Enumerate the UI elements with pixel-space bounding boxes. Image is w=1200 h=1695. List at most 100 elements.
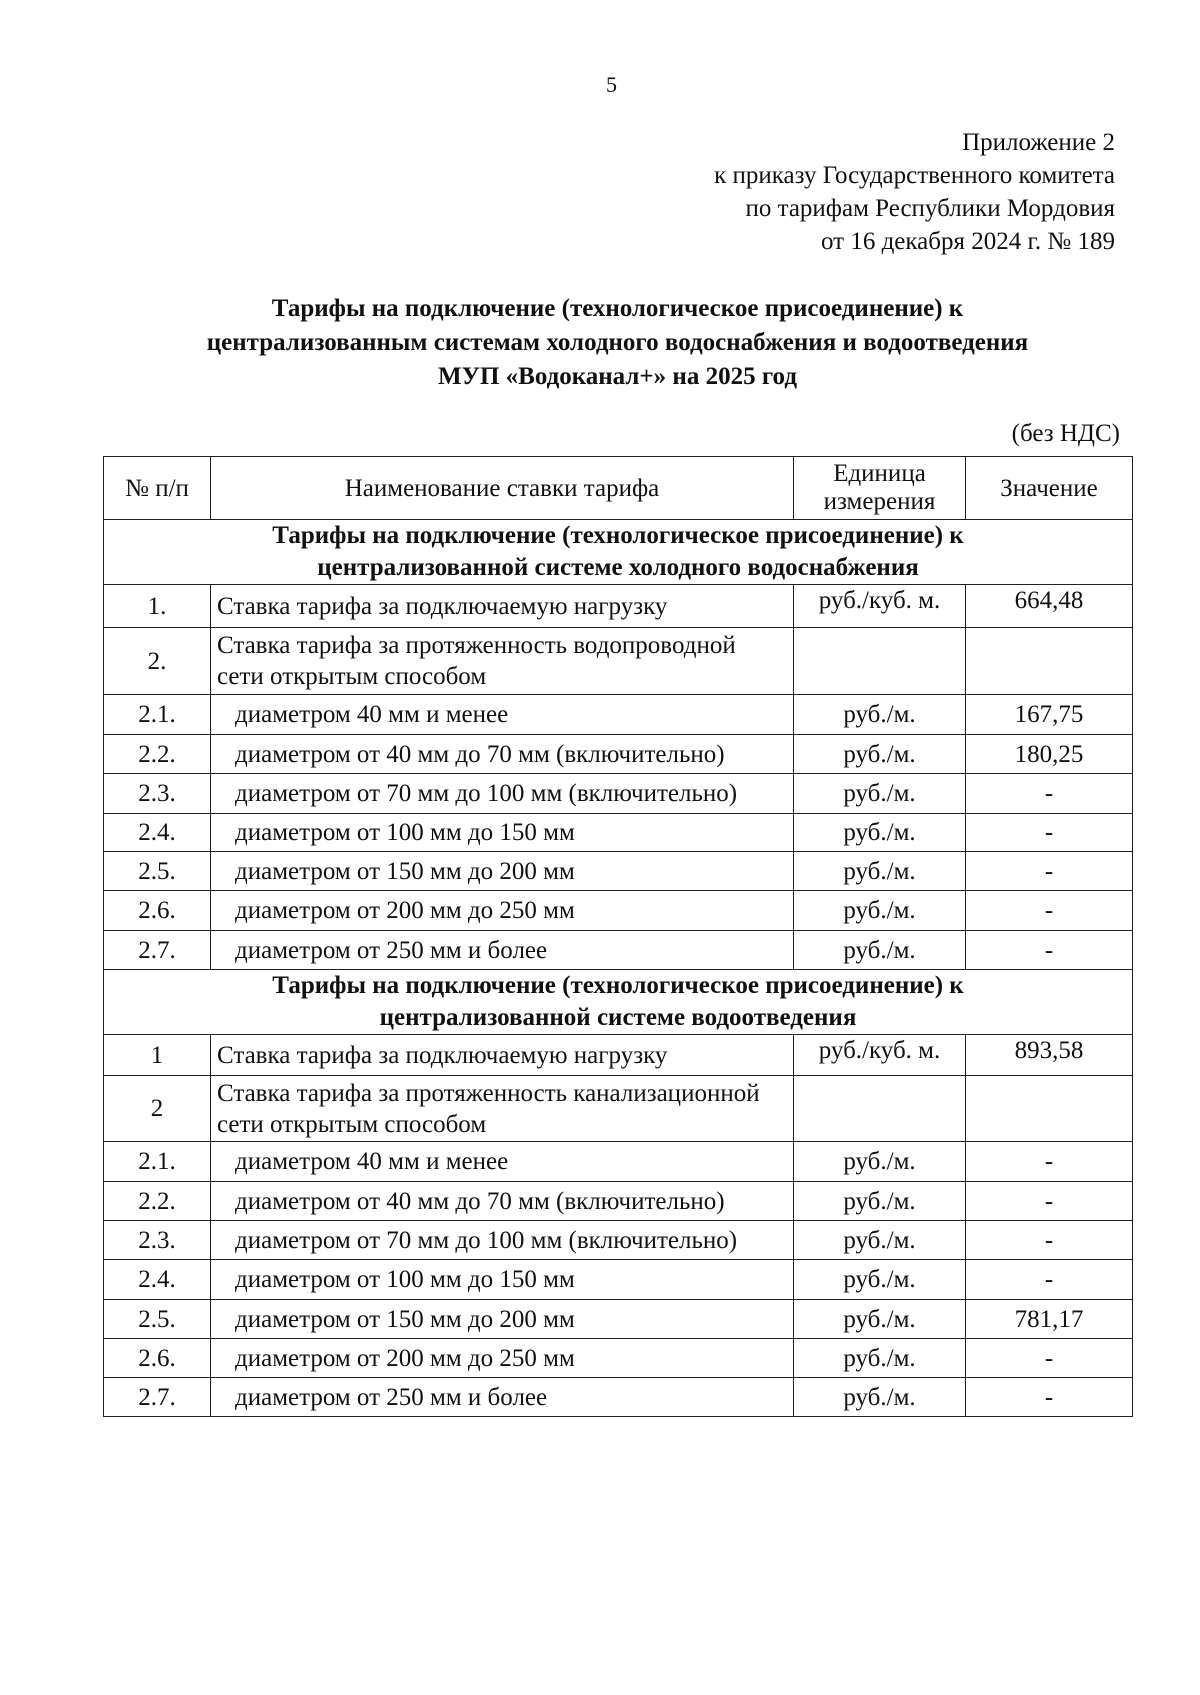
row-number: 2.3. bbox=[103, 1220, 211, 1260]
section-title: Тарифы на подключение (технологическое п… bbox=[103, 969, 1133, 1035]
row-unit: руб./м. bbox=[793, 813, 966, 852]
table-row: 2.1. диаметром 40 мм и менее руб./м. 167,75 bbox=[103, 694, 1133, 735]
approval-line: от 16 декабря 2024 г. № 189 bbox=[820, 228, 1115, 255]
row-number: 1. bbox=[103, 584, 211, 628]
row-value: - bbox=[965, 1220, 1133, 1260]
approval-line: по тарифам Республики Мордовия bbox=[745, 195, 1115, 222]
row-unit: руб./м. bbox=[793, 1259, 966, 1300]
table-row: 2.7. диаметром от 250 мм и более руб./м. - bbox=[103, 930, 1133, 970]
row-number: 2.4. bbox=[103, 1259, 211, 1300]
row-number: 2.5. bbox=[103, 1299, 211, 1339]
header-unit: Единица измерения bbox=[793, 456, 966, 520]
row-name: Ставка тарифа за подключаемую нагрузку bbox=[210, 584, 794, 628]
row-name: диаметром от 40 мм до 70 мм (включительн… bbox=[210, 734, 794, 774]
row-unit bbox=[793, 1075, 966, 1142]
row-name: диаметром от 200 мм до 250 мм bbox=[210, 1338, 794, 1378]
table-row: 2.5. диаметром от 150 мм до 200 мм руб./м.… bbox=[103, 851, 1133, 891]
tariff-table: № п/п Наименование ставки тарифа Единица… bbox=[103, 456, 1133, 1417]
row-number: 1 bbox=[103, 1034, 211, 1076]
table-row: 1. Ставка тарифа за подключаемую нагрузку… bbox=[103, 584, 1133, 628]
row-unit: руб./м. bbox=[793, 1141, 966, 1182]
row-unit: руб./куб. м. bbox=[793, 1034, 966, 1076]
table-row: 2.6. диаметром от 200 мм до 250 мм руб./м.… bbox=[103, 1338, 1133, 1378]
row-number: 2.5. bbox=[103, 851, 211, 891]
table-row: 2.7. диаметром от 250 мм и более руб./м. - bbox=[103, 1377, 1133, 1417]
row-number: 2.6. bbox=[103, 1338, 211, 1378]
section-header-row: Тарифы на подключение (технологическое п… bbox=[103, 519, 1133, 585]
row-name: диаметром от 150 мм до 200 мм bbox=[210, 851, 794, 891]
row-name: диаметром от 40 мм до 70 мм (включительн… bbox=[210, 1181, 794, 1221]
table-row: 2.2. диаметром от 40 мм до 70 мм (включит… bbox=[103, 1181, 1133, 1221]
row-value: - bbox=[965, 851, 1133, 891]
row-value: - bbox=[965, 1181, 1133, 1221]
section-title-line: централизованной системе водоотведения bbox=[379, 1004, 857, 1031]
title-line: централизованным системам холодного водо… bbox=[206, 329, 1029, 356]
vat-note: (без НДС) bbox=[1011, 420, 1120, 447]
document-title: Тарифы на подключение (технологическое п… bbox=[100, 292, 1135, 394]
section-title: Тарифы на подключение (технологическое п… bbox=[103, 519, 1133, 585]
header-name: Наименование ставки тарифа bbox=[210, 456, 794, 520]
row-value: - bbox=[965, 1377, 1133, 1417]
row-name: диаметром 40 мм и менее bbox=[210, 694, 794, 735]
table-row: 2.4. диаметром от 100 мм до 150 мм руб./м.… bbox=[103, 1259, 1133, 1300]
table-row: 2.6. диаметром от 200 мм до 250 мм руб./м.… bbox=[103, 890, 1133, 931]
row-number: 2.7. bbox=[103, 930, 211, 970]
row-value: - bbox=[965, 930, 1133, 970]
approval-line: Приложение 2 bbox=[962, 129, 1115, 156]
row-unit: руб./м. bbox=[793, 930, 966, 970]
section-title-line: Тарифы на подключение (технологическое п… bbox=[272, 972, 964, 999]
row-name: диаметром от 250 мм и более bbox=[210, 1377, 794, 1417]
table-row: 1 Ставка тарифа за подключаемую нагрузку р… bbox=[103, 1034, 1133, 1076]
table-row: 2. Ставка тарифа за протяженность водопро… bbox=[103, 627, 1133, 695]
row-value: - bbox=[965, 773, 1133, 814]
row-value: 180,25 bbox=[965, 734, 1133, 774]
approval-line: к приказу Государственного комитета bbox=[714, 162, 1115, 189]
row-value: 167,75 bbox=[965, 694, 1133, 735]
section-title-line: централизованной системе холодного водос… bbox=[317, 554, 919, 581]
header-number: № п/п bbox=[103, 456, 211, 520]
row-number: 2. bbox=[103, 627, 211, 695]
row-unit: руб./м. bbox=[793, 1220, 966, 1260]
row-value: 664,48 bbox=[965, 584, 1133, 628]
row-value: - bbox=[965, 890, 1133, 931]
table-row: 2.4. диаметром от 100 мм до 150 мм руб./м.… bbox=[103, 813, 1133, 852]
table-row: 2.3. диаметром от 70 мм до 100 мм (включи… bbox=[103, 773, 1133, 814]
row-unit: руб./м. bbox=[793, 851, 966, 891]
approval-block: Приложение 2 к приказу Государственного … bbox=[714, 126, 1115, 258]
row-unit: руб./м. bbox=[793, 1338, 966, 1378]
row-value bbox=[965, 1075, 1133, 1142]
row-unit: руб./м. bbox=[793, 734, 966, 774]
row-value: 893,58 bbox=[965, 1034, 1133, 1076]
row-unit: руб./куб. м. bbox=[793, 584, 966, 628]
row-name: диаметром от 250 мм и более bbox=[210, 930, 794, 970]
row-number: 2 bbox=[103, 1075, 211, 1142]
row-value: - bbox=[965, 1259, 1133, 1300]
section-title-line: Тарифы на подключение (технологическое п… bbox=[272, 522, 964, 549]
row-name: Ставка тарифа за подключаемую нагрузку bbox=[210, 1034, 794, 1076]
row-number: 2.3. bbox=[103, 773, 211, 814]
row-name: диаметром от 150 мм до 200 мм bbox=[210, 1299, 794, 1339]
row-name: диаметром от 100 мм до 150 мм bbox=[210, 1259, 794, 1300]
row-number: 2.6. bbox=[103, 890, 211, 931]
row-name: Ставка тарифа за протяженность водопрово… bbox=[210, 627, 794, 695]
row-number: 2.2. bbox=[103, 1181, 211, 1221]
row-unit: руб./м. bbox=[793, 773, 966, 814]
row-unit: руб./м. bbox=[793, 1299, 966, 1339]
row-value: 781,17 bbox=[965, 1299, 1133, 1339]
row-name: диаметром от 70 мм до 100 мм (включитель… bbox=[210, 1220, 794, 1260]
row-name: диаметром от 200 мм до 250 мм bbox=[210, 890, 794, 931]
table-header-row: № п/п Наименование ставки тарифа Единица… bbox=[103, 456, 1133, 520]
row-number: 2.7. bbox=[103, 1377, 211, 1417]
table-row: 2.5. диаметром от 150 мм до 200 мм руб./м.… bbox=[103, 1299, 1133, 1339]
row-unit: руб./м. bbox=[793, 890, 966, 931]
row-name: диаметром от 70 мм до 100 мм (включитель… bbox=[210, 773, 794, 814]
table-row: 2.1. диаметром 40 мм и менее руб./м. - bbox=[103, 1141, 1133, 1182]
row-name: Ставка тарифа за протяженность канализац… bbox=[210, 1075, 794, 1142]
row-number: 2.1. bbox=[103, 1141, 211, 1182]
header-value: Значение bbox=[965, 456, 1133, 520]
title-line: Тарифы на подключение (технологическое п… bbox=[271, 295, 964, 322]
section-header-row: Тарифы на подключение (технологическое п… bbox=[103, 969, 1133, 1035]
row-name: диаметром 40 мм и менее bbox=[210, 1141, 794, 1182]
row-name: диаметром от 100 мм до 150 мм bbox=[210, 813, 794, 852]
table-row: 2 Ставка тарифа за протяженность канализа… bbox=[103, 1075, 1133, 1142]
